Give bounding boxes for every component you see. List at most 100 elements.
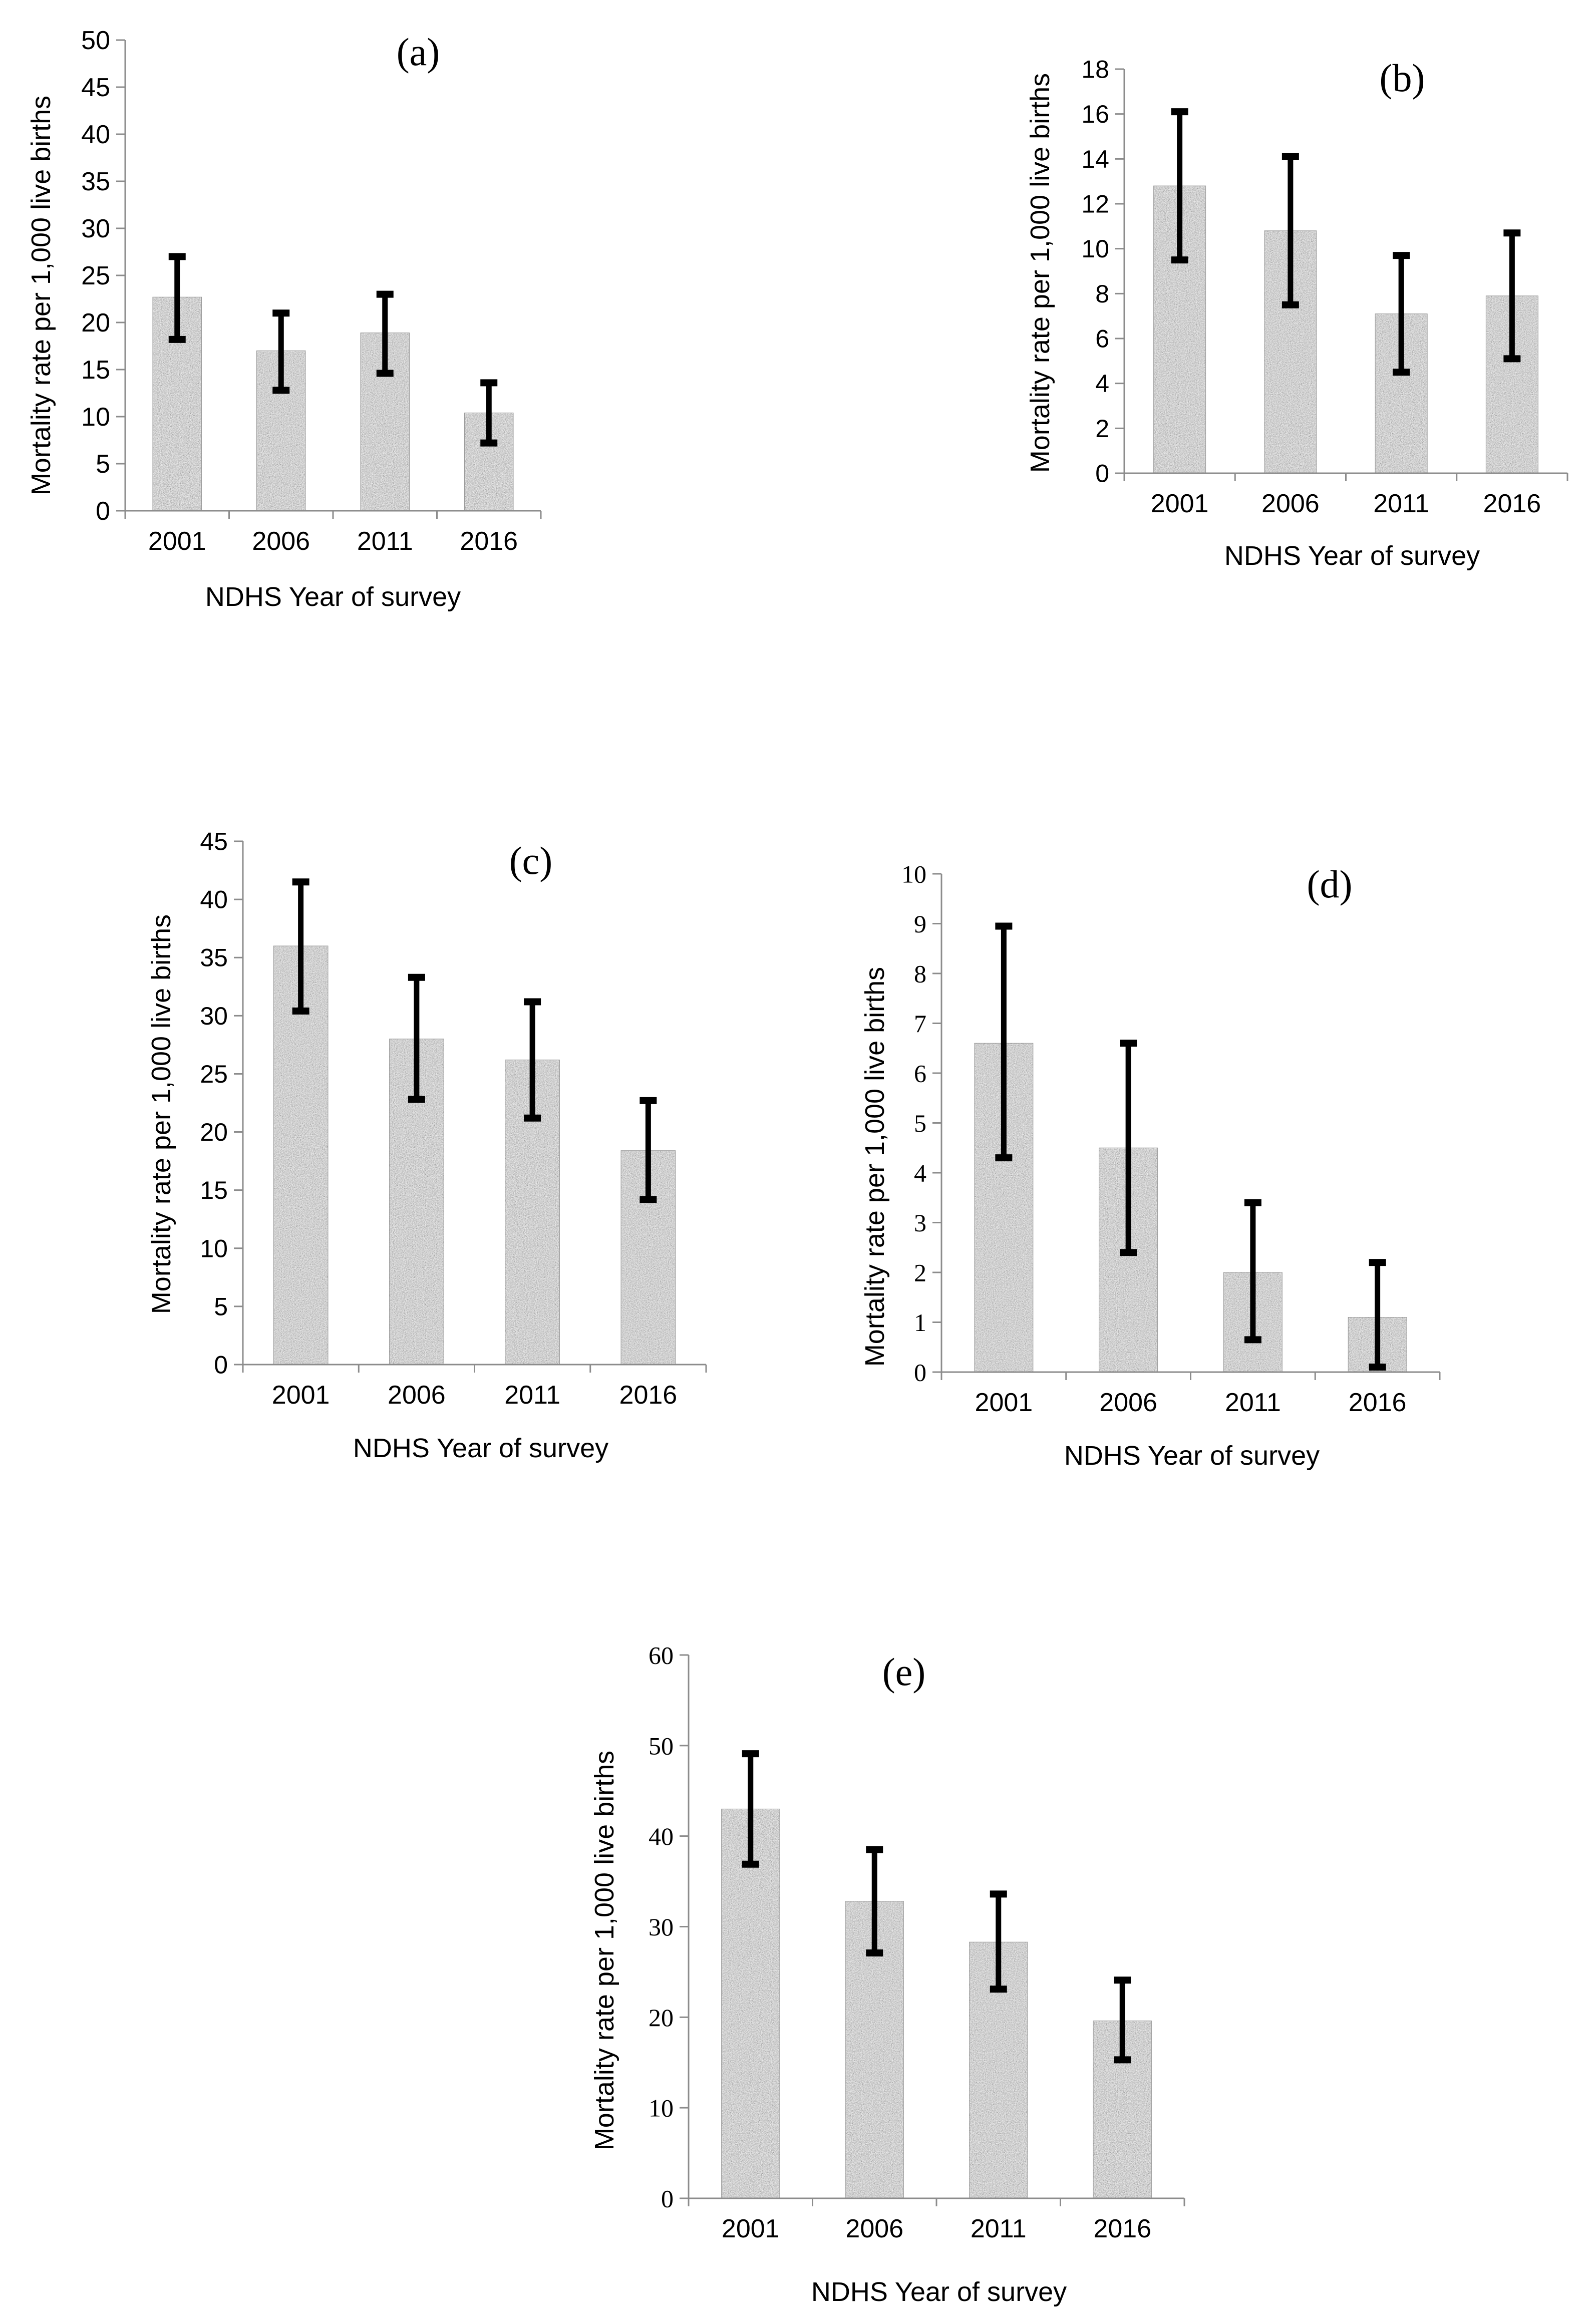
chart-c-ytick-label: 5: [214, 1292, 228, 1320]
chart-c-ytick-label: 15: [200, 1176, 228, 1204]
chart-a-ytick-label: 30: [81, 214, 110, 243]
chart-b-ytick-label: 0: [1095, 460, 1109, 488]
chart-d-category-label: 2001: [975, 1388, 1033, 1417]
chart-a-ticks: 0 5 10 15 20 25 30 35 40 45 50 2001 2006 2011 2016: [81, 26, 542, 556]
chart-c-ytick-label: 20: [200, 1118, 228, 1146]
chart-c-ytick-label: 45: [200, 828, 228, 856]
chart-a-category-label: 2016: [460, 527, 518, 556]
chart-d-ytick-label: 1: [914, 1308, 926, 1337]
chart-d-category-label: 2016: [1349, 1388, 1407, 1417]
chart-b-bars: [1153, 185, 1538, 474]
chart-e-category-label: 2001: [722, 2214, 780, 2243]
chart-c-bars: [273, 945, 676, 1365]
chart-e-ticks: 0 10 20 30 40 50 60 2001 2006 2011 2016: [649, 1641, 1185, 2243]
chart-d-category-label: 2011: [1225, 1388, 1281, 1417]
chart-d-ytick-label: 6: [914, 1060, 926, 1088]
chart-e-category-label: 2011: [971, 2214, 1027, 2243]
chart-a-ytick-label: 0: [96, 497, 110, 526]
chart-c-title: (c): [509, 839, 553, 882]
chart-b-ytick-label: 18: [1081, 56, 1109, 84]
chart-d-ytick-label: 4: [914, 1159, 926, 1187]
chart-e-ytick-label: 20: [649, 2004, 674, 2032]
chart-c-bar-2001: [273, 945, 329, 1365]
chart-a-bars: [152, 296, 514, 511]
chart-d-title: (d): [1307, 862, 1353, 906]
chart-e-title: (e): [882, 1650, 926, 1694]
chart-d-ytick-label: 9: [914, 910, 926, 938]
chart-e-ytick-label: 30: [649, 1913, 674, 1941]
chart-a-ytick-label: 25: [81, 261, 110, 290]
chart-d-ytick-label: 7: [914, 1010, 926, 1038]
chart-c-xlabel: NDHS Year of survey: [353, 1433, 608, 1463]
chart-c-ytick-label: 0: [214, 1351, 228, 1379]
chart-b-title: (b): [1380, 56, 1425, 100]
chart-e-ytick-label: 50: [649, 1732, 674, 1760]
chart-b-ytick-label: 10: [1081, 235, 1109, 263]
chart-d-ytick-label: 5: [914, 1109, 926, 1137]
chart-b-ytick-label: 14: [1081, 145, 1109, 173]
chart-c-ytick-label: 40: [200, 886, 228, 914]
chart-a-category-label: 2011: [357, 527, 413, 556]
chart-a-category-label: 2001: [148, 527, 206, 556]
chart-c-category-label: 2001: [272, 1381, 330, 1410]
chart-b-category-label: 2001: [1151, 489, 1209, 518]
chart-d-axes: [940, 874, 1440, 1373]
chart-c-axes: [242, 841, 706, 1366]
chart-b: (b) Mortality rate per 1,000 live births…: [1025, 56, 1568, 571]
chart-c-category-label: 2011: [504, 1381, 560, 1410]
chart-b-ticks: 0 2 4 6 8 10 12 14 16 18 2001 2006 2011 2016: [1081, 56, 1568, 518]
chart-b-ytick-label: 8: [1095, 280, 1109, 308]
chart-e-bars: [721, 1808, 1152, 2199]
chart-a-ytick-label: 15: [81, 356, 110, 385]
chart-a-axes: [124, 40, 541, 512]
chart-b-ylabel: Mortality rate per 1,000 live births: [1025, 73, 1055, 473]
chart-b-errors: [1171, 108, 1521, 376]
chart-b-ytick-label: 4: [1095, 370, 1109, 398]
chart-e-ytick-label: 40: [649, 1822, 674, 1850]
chart-e-ytick-label: 60: [649, 1641, 674, 1670]
chart-c-ylabel: Mortality rate per 1,000 live births: [146, 914, 176, 1314]
chart-a-ytick-label: 5: [96, 450, 110, 479]
chart-c-errors: [292, 878, 657, 1203]
chart-a-errors: [168, 253, 498, 447]
chart-a-ytick-label: 20: [81, 308, 110, 338]
chart-a-ylabel: Mortality rate per 1,000 live births: [26, 96, 56, 495]
chart-b-ytick-label: 2: [1095, 415, 1109, 443]
chart-d-ytick-label: 10: [901, 860, 926, 888]
chart-e-errors: [742, 1750, 1131, 2064]
chart-a-xlabel: NDHS Year of survey: [205, 582, 461, 612]
chart-b-category-label: 2006: [1261, 489, 1320, 518]
chart-c-category-label: 2016: [619, 1381, 678, 1410]
chart-b-category-label: 2011: [1373, 489, 1429, 518]
chart-e: (e) Mortality rate per 1,000 live births…: [589, 1641, 1185, 2307]
chart-a-ytick-label: 10: [81, 403, 110, 432]
chart-c: (c) Mortality rate per 1,000 live births…: [146, 828, 707, 1463]
chart-c-ytick-label: 10: [200, 1234, 228, 1262]
chart-b-ytick-label: 16: [1081, 100, 1109, 128]
chart-d-ytick-label: 0: [914, 1359, 926, 1387]
chart-e-axes: [688, 1655, 1184, 2199]
chart-e-xlabel: NDHS Year of survey: [811, 2277, 1067, 2307]
chart-b-axes: [1123, 69, 1567, 474]
chart-d-errors: [995, 922, 1386, 1371]
chart-e-ytick-label: 0: [661, 2185, 674, 2213]
chart-a: (a) Mortality rate per 1,000 live births…: [26, 26, 542, 612]
chart-d-ticks: 0 1 2 3 4 5 6 7 8 9 10 2001 2006 2011 2016: [901, 860, 1441, 1417]
chart-a-ytick-label: 35: [81, 167, 110, 196]
chart-d-ylabel: Mortality rate per 1,000 live births: [860, 967, 890, 1367]
chart-c-ytick-label: 35: [200, 944, 228, 972]
chart-b-ytick-label: 6: [1095, 325, 1109, 353]
chart-b-ytick-label: 12: [1081, 190, 1109, 218]
chart-e-category-label: 2006: [845, 2214, 903, 2243]
chart-a-ytick-label: 40: [81, 120, 110, 149]
chart-c-category-label: 2006: [388, 1381, 446, 1410]
chart-b-xlabel: NDHS Year of survey: [1224, 541, 1480, 571]
chart-a-ytick-label: 45: [81, 73, 110, 102]
chart-e-ytick-label: 10: [649, 2094, 674, 2122]
chart-d: (d) Mortality rate per 1,000 live births…: [860, 860, 1441, 1471]
chart-c-ticks: 0 5 10 15 20 25 30 35 40 45 2001 2006 2011 2016: [200, 828, 707, 1410]
chart-a-ytick-label: 50: [81, 26, 110, 55]
chart-b-category-label: 2016: [1483, 489, 1541, 518]
chart-e-ylabel: Mortality rate per 1,000 live births: [589, 1751, 619, 2150]
